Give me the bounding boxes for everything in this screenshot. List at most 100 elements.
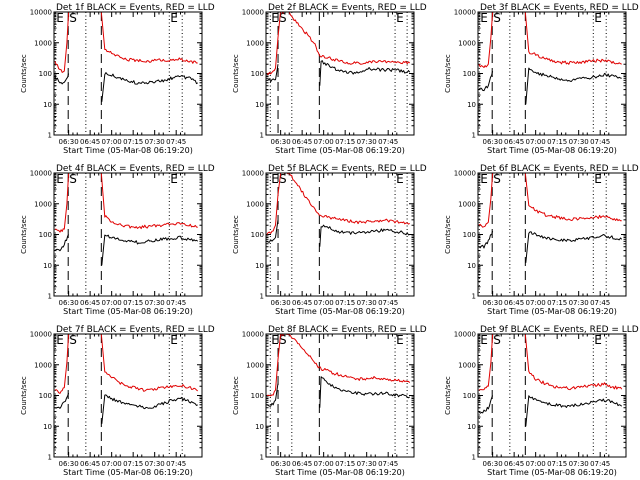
x-tick-label: 07:30 bbox=[569, 460, 589, 468]
y-tick-label: 100 bbox=[463, 70, 476, 78]
plot-area bbox=[266, 334, 411, 408]
y-tick-label: 10 bbox=[467, 262, 476, 270]
y-tick-label: 10 bbox=[255, 423, 264, 431]
y-tick-label: 10 bbox=[43, 423, 52, 431]
lld-series-line bbox=[100, 173, 198, 230]
lld-series-line bbox=[524, 173, 622, 222]
marker-label-e: E bbox=[594, 11, 602, 25]
marker-label-s: S bbox=[493, 172, 501, 186]
marker-label-e: E bbox=[396, 172, 404, 186]
y-tick-label: 1 bbox=[260, 132, 264, 140]
panel-title: Det 6f BLACK = Events, RED = LLD bbox=[480, 164, 639, 174]
marker-label-e: E bbox=[480, 11, 488, 25]
y-tick-label: 10000 bbox=[242, 9, 264, 17]
x-tick-label: 07:15 bbox=[123, 299, 143, 307]
marker-label-e: E bbox=[480, 172, 488, 186]
y-axis-label: Counts/sec bbox=[444, 376, 452, 415]
x-tick-label: 07:15 bbox=[123, 138, 143, 146]
x-tick-label: 07:15 bbox=[547, 460, 567, 468]
marker-label-s: S bbox=[279, 333, 287, 347]
panel-4: Det 4f BLACK = Events, RED = LLD 1 10 100 10… bbox=[20, 164, 215, 316]
marker-label-s: S bbox=[493, 11, 501, 25]
x-tick-label: 07:00 bbox=[526, 299, 546, 307]
x-axis-label: Start Time (05-Mar-08 06:19:20) bbox=[63, 468, 193, 477]
marker-label-e: E bbox=[56, 11, 64, 25]
x-tick-label: 06:45 bbox=[80, 460, 100, 468]
x-tick-label: 07:30 bbox=[357, 299, 377, 307]
x-tick-label: 07:00 bbox=[526, 460, 546, 468]
y-axis-label: Counts/sec bbox=[232, 54, 240, 93]
events-series-line bbox=[54, 392, 70, 409]
y-axis-label: Counts/sec bbox=[444, 54, 452, 93]
marker-label-e: E bbox=[170, 172, 178, 186]
panel-title: Det 9f BLACK = Events, RED = LLD bbox=[480, 325, 639, 335]
events-series-line bbox=[101, 394, 198, 424]
plot-frame bbox=[477, 11, 627, 136]
lld-series-line bbox=[100, 12, 198, 64]
marker-label-e: E bbox=[396, 11, 404, 25]
x-tick-label: 07:15 bbox=[547, 299, 567, 307]
lld-series-line bbox=[100, 334, 199, 392]
y-tick-label: 100 bbox=[251, 392, 264, 400]
x-tick-label: 06:30 bbox=[271, 299, 291, 307]
y-tick-label: 10000 bbox=[454, 170, 476, 178]
y-tick-label: 1 bbox=[472, 293, 476, 301]
events-series-line bbox=[319, 376, 410, 408]
y-tick-label: 1000 bbox=[246, 200, 264, 208]
events-series-line bbox=[525, 231, 623, 263]
events-series-line bbox=[266, 219, 279, 243]
y-tick-label: 1 bbox=[48, 293, 52, 301]
marker-label-e: E bbox=[271, 11, 279, 25]
x-tick-label: 06:30 bbox=[59, 138, 79, 146]
events-series-line bbox=[101, 234, 199, 266]
y-tick-label: 10000 bbox=[30, 331, 52, 339]
marker-label-s: S bbox=[69, 333, 77, 347]
x-tick-label: 07:30 bbox=[357, 460, 377, 468]
y-axis-label: Counts/sec bbox=[232, 376, 240, 415]
x-tick-label: 06:45 bbox=[80, 138, 100, 146]
y-tick-label: 1 bbox=[48, 132, 52, 140]
lld-series-line bbox=[54, 334, 70, 394]
x-axis-label: Start Time (05-Mar-08 06:19:20) bbox=[487, 146, 617, 155]
x-tick-label: 07:15 bbox=[123, 460, 143, 468]
panel-3: Det 3f BLACK = Events, RED = LLD 1 10 100 10… bbox=[444, 3, 639, 155]
x-tick-label: 06:30 bbox=[59, 299, 79, 307]
events-series-line bbox=[266, 64, 279, 83]
x-tick-label: 07:15 bbox=[335, 138, 355, 146]
x-tick-label: 06:45 bbox=[292, 460, 312, 468]
plot-area bbox=[54, 334, 199, 424]
events-series-line bbox=[266, 383, 279, 407]
x-tick-label: 06:45 bbox=[80, 299, 100, 307]
x-tick-label: 07:00 bbox=[314, 299, 334, 307]
plot-frame bbox=[265, 333, 415, 458]
y-tick-label: 10000 bbox=[30, 9, 52, 17]
y-tick-label: 1000 bbox=[458, 361, 476, 369]
marker-label-e: E bbox=[396, 333, 404, 347]
x-axis-label: Start Time (05-Mar-08 06:19:20) bbox=[275, 307, 405, 316]
y-tick-label: 10 bbox=[467, 423, 476, 431]
events-series-line bbox=[525, 395, 623, 427]
marker-label-e: E bbox=[56, 172, 64, 186]
panel-8: Det 8f BLACK = Events, RED = LLD 1 10 100 10… bbox=[232, 325, 427, 477]
y-tick-label: 1000 bbox=[458, 39, 476, 47]
x-tick-label: 07:00 bbox=[102, 299, 122, 307]
lld-series-line bbox=[54, 173, 70, 233]
x-tick-label: 07:30 bbox=[145, 460, 165, 468]
marker-label-e: E bbox=[594, 333, 602, 347]
x-tick-label: 07:00 bbox=[314, 460, 334, 468]
y-tick-label: 100 bbox=[463, 231, 476, 239]
x-tick-label: 06:30 bbox=[271, 138, 291, 146]
y-axis-label: Counts/sec bbox=[20, 215, 28, 254]
panel-title: Det 4f BLACK = Events, RED = LLD bbox=[56, 164, 215, 174]
x-tick-label: 06:45 bbox=[292, 299, 312, 307]
plot-frame bbox=[477, 333, 627, 458]
plot-area bbox=[478, 12, 622, 105]
x-axis-label: Start Time (05-Mar-08 06:19:20) bbox=[487, 468, 617, 477]
y-tick-label: 1000 bbox=[34, 39, 52, 47]
x-tick-label: 07:45 bbox=[590, 138, 610, 146]
y-tick-label: 10 bbox=[43, 262, 52, 270]
x-tick-label: 06:30 bbox=[483, 299, 503, 307]
panel-6: Det 6f BLACK = Events, RED = LLD 1 10 100 10… bbox=[444, 164, 639, 316]
panel-5: Det 5f BLACK = Events, RED = LLD 1 10 100 10… bbox=[232, 164, 427, 316]
